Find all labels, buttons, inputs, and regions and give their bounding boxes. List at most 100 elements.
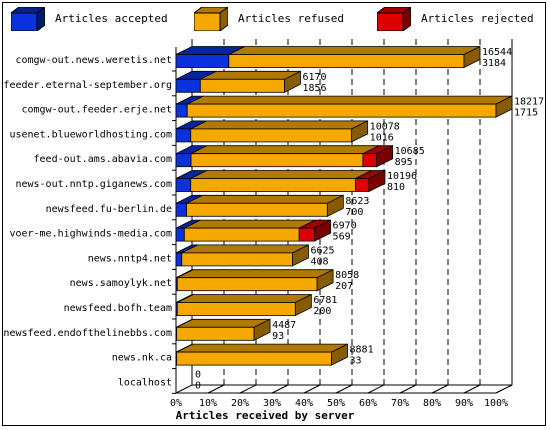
- accepted-label: 700: [345, 207, 363, 218]
- bar-segment-refused-top: [190, 145, 380, 155]
- accepted-label: 207: [335, 281, 353, 292]
- bar-segment-refused-side: [294, 293, 312, 317]
- accepted-label: 895: [395, 157, 413, 168]
- category-label: comgw-out.feeder.erje.net: [21, 105, 172, 116]
- bar-segment-accepted: [175, 252, 183, 267]
- bar-segment-accepted: [175, 78, 201, 93]
- bar-segment-accepted: [175, 103, 188, 118]
- bar-segment-refused-top: [181, 244, 309, 254]
- bar-segment-accepted: [175, 202, 187, 217]
- total-label: 8881: [350, 345, 374, 356]
- total-label: 4487: [272, 320, 296, 331]
- category-label: voer-me.highwinds-media.com: [9, 229, 172, 240]
- bar-segment-refused: [190, 178, 356, 192]
- floor-tick-line: [303, 384, 321, 394]
- floor-tick-line: [207, 384, 225, 394]
- category-label: news.nk.ca: [112, 353, 172, 364]
- category-label: newsfeed.bofh.team: [64, 303, 172, 314]
- total-label: 6781: [313, 295, 337, 306]
- bar-segment-refused: [181, 252, 293, 267]
- bar-segment-accepted: [175, 178, 192, 192]
- accepted-label: 200: [313, 306, 331, 317]
- bar-segment-refused: [176, 351, 332, 366]
- bar-segment-refused-top: [184, 219, 316, 229]
- category-label: newsfeed.fu-berlin.de: [46, 204, 172, 215]
- x-tick-label: 40%: [295, 398, 313, 409]
- bar-segment-refused-top: [176, 343, 348, 353]
- legend-label-accepted: Articles accepted: [55, 12, 168, 25]
- bar-segment-refused-side: [284, 70, 301, 93]
- total-label: 16544: [482, 47, 512, 58]
- bar-segment-refused: [176, 277, 318, 292]
- bar-segment-refused: [186, 103, 497, 118]
- x-tick-label: 10%: [199, 398, 217, 409]
- bar-segment-refused: [190, 153, 364, 168]
- accepted-label: 408: [310, 256, 328, 267]
- bar-segment-accepted: [175, 54, 230, 68]
- total-label: 6625: [310, 245, 334, 256]
- floor-tick-line: [335, 384, 353, 394]
- bar-segment-refused: [176, 302, 296, 316]
- bar-segment-refused: [176, 326, 255, 341]
- x-tick-label: 100%: [484, 398, 508, 409]
- total-label: 6170: [302, 72, 326, 83]
- accepted-label: 810: [387, 182, 405, 193]
- bar-segment-refused-top: [200, 70, 301, 80]
- floor-tick-line: [271, 384, 289, 394]
- category-label: usenet.blueworldhosting.com: [9, 129, 172, 140]
- legend-swatch-rejected: [377, 7, 411, 31]
- category-label: newsfeed.endofthelinebbs.com: [3, 328, 172, 339]
- floor-tick-line: [431, 384, 449, 394]
- bar-segment-refused: [186, 202, 328, 217]
- total-label: 10685: [395, 146, 425, 157]
- bar-segment-refused-top: [177, 294, 312, 303]
- bar-segment-rejected-side: [368, 169, 386, 193]
- legend-swatch-accepted: [11, 7, 45, 31]
- x-tick-label: 80%: [423, 398, 441, 409]
- legend-label-refused: Articles refused: [238, 12, 344, 25]
- category-label: feeder.eternal-september.org: [3, 80, 172, 91]
- bar-segment-rejected: [362, 153, 378, 168]
- bar-segment-refused-side: [331, 343, 348, 366]
- bar-segment-refused-side: [316, 269, 334, 292]
- x-tick-label: 20%: [231, 398, 249, 409]
- bar-segment-refused-top: [187, 95, 513, 105]
- bar-segment-refused-side: [326, 194, 344, 217]
- accepted-label: 569: [333, 232, 351, 243]
- bar-segment-refused-top: [190, 120, 368, 130]
- accepted-label: 1856: [302, 83, 326, 94]
- total-label: 8623: [345, 196, 369, 207]
- floor-tick-line: [239, 384, 257, 394]
- bar-segment-refused-side: [253, 318, 271, 341]
- accepted-label: 33: [350, 356, 362, 367]
- bar-segment-rejected-side: [376, 145, 394, 168]
- x-axis-title: Articles received by server: [176, 409, 355, 422]
- bar-segment-refused-side: [292, 244, 309, 267]
- bar-segment-refused-top: [190, 170, 372, 179]
- legend: Articles accepted Articles refused Artic…: [0, 0, 550, 40]
- bar-segment-refused-top: [177, 269, 334, 279]
- category-label: localhost: [118, 377, 172, 388]
- legend-label-rejected: Articles rejected: [421, 12, 534, 25]
- total-label: 10078: [370, 121, 400, 132]
- accepted-label: 93: [272, 331, 284, 342]
- category-label: feed-out.ams.abavia.com: [34, 154, 172, 165]
- bar-segment-refused: [183, 227, 300, 242]
- accepted-label: 0: [195, 380, 201, 391]
- category-label: news.samoylyk.net: [70, 278, 172, 289]
- category-label: comgw-out.news.weretis.net: [15, 55, 172, 66]
- bar-segment-refused-side: [495, 95, 513, 118]
- bar-segment-refused-side: [351, 120, 369, 143]
- bar-segment-accepted: [175, 128, 192, 143]
- floor-tick-line: [367, 384, 385, 394]
- bar-segment-refused: [190, 128, 353, 143]
- accepted-label: 1715: [514, 108, 538, 119]
- bar-segment-accepted: [175, 153, 192, 168]
- x-tick-label: 30%: [263, 398, 281, 409]
- x-tick-label: 90%: [455, 398, 473, 409]
- total-label: 6970: [333, 221, 357, 232]
- bar-segment-refused-side: [463, 45, 481, 69]
- total-label: 18217: [514, 97, 544, 108]
- bar-segment-refused: [228, 54, 465, 68]
